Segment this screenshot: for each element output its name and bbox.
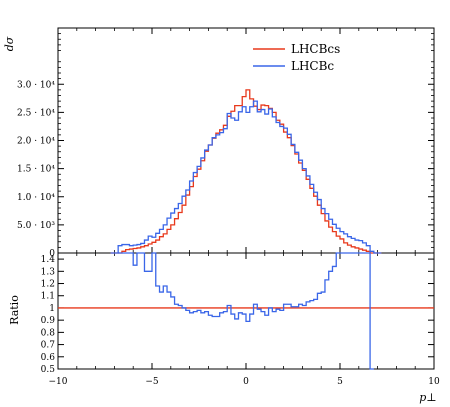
top-y-tick-label: 2.5 · 10⁴ [17,108,55,118]
series-line-lhcbcs [110,89,382,254]
top-y-tick-label: 1.0 · 10⁴ [17,193,55,203]
bottom-y-tick-label: 1.4 [41,255,56,265]
x-tick-label: 0 [243,377,249,387]
bottom-y-tick-label: 0.7 [41,341,56,351]
bottom-y-tick-label: 1 [49,304,55,314]
top-y-tick-label: 3.0 · 10⁴ [17,80,55,90]
bottom-y-tick-label: 0.8 [41,328,56,338]
top-y-tick-label: 2.0 · 10⁴ [17,137,55,147]
bottom-y-tick-label: 1.2 [41,280,55,290]
top-y-axis-label: dσ [3,36,16,51]
bottom-y-tick-label: 0.5 [41,365,56,375]
top-y-tick-label: 5.0 · 10³ [17,221,55,231]
bottom-y-tick-label: 1.3 [41,267,56,277]
bottom-y-tick-label: 0.9 [41,316,56,326]
x-tick-label: −10 [49,377,68,387]
bottom-y-tick-label: 1.1 [41,292,55,302]
legend-label-lhcbc: LHCBc [291,59,334,73]
x-axis-label: p⊥ [419,391,436,404]
top-y-tick-label: 0 [49,249,55,259]
ratio-line-lhcbc [118,252,374,370]
bottom-y-tick-label: 0.6 [41,353,56,363]
legend: LHCBcs LHCBc [253,42,340,73]
series-line-lhcbc [110,100,382,254]
x-tick-label: 5 [337,377,343,387]
legend-label-lhcbcs: LHCBcs [291,42,340,56]
top-y-tick-label: 1.5 · 10⁴ [17,165,55,175]
x-tick-label: 10 [428,377,440,387]
x-tick-label: −5 [145,377,159,387]
bottom-y-axis-label: Ratio [8,295,21,325]
bottom-panel-frame [57,252,435,370]
top-panel-frame [57,27,435,254]
